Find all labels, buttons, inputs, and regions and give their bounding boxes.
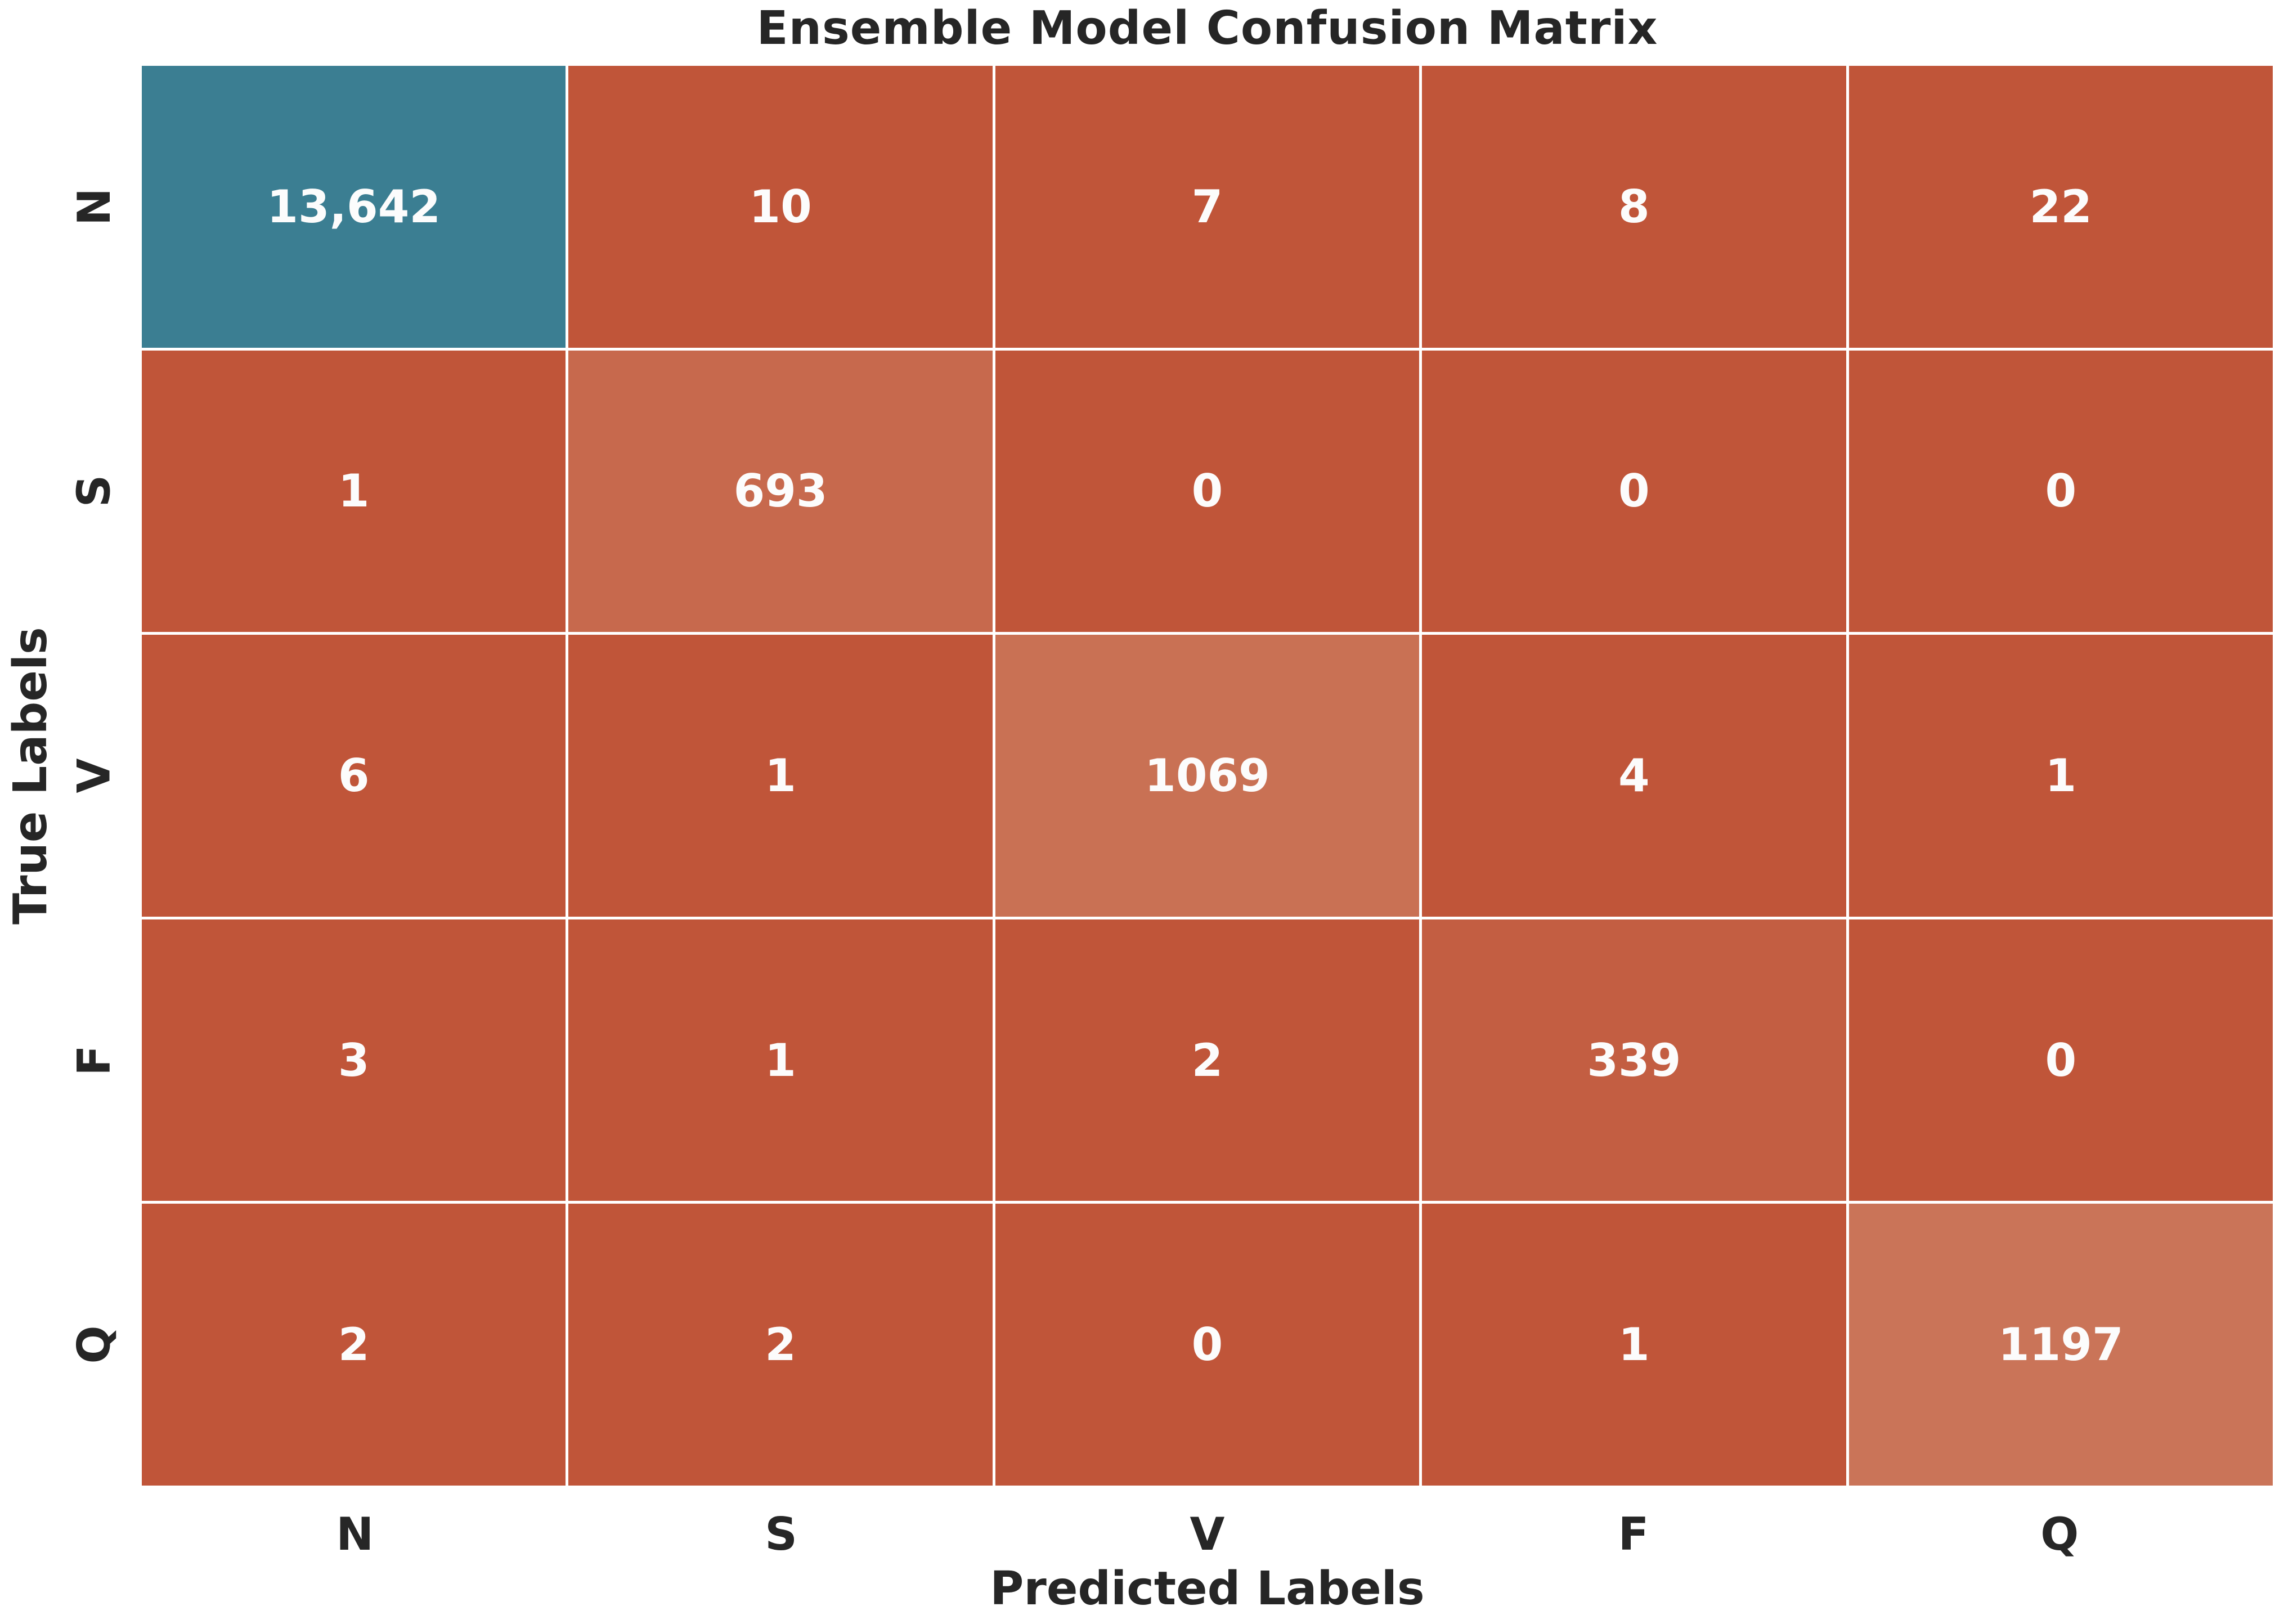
x-tick-label-N: N	[336, 1508, 374, 1560]
cell-value: 0	[2045, 1034, 2077, 1087]
y-tick-text: S	[68, 475, 120, 508]
y-tick-label-V: V	[61, 635, 127, 917]
cell-N-F: 8	[1422, 66, 1846, 348]
cell-Q-F: 1	[1422, 1204, 1846, 1486]
cell-value: 1	[765, 749, 796, 802]
cell-value: 1	[338, 465, 370, 518]
cell-value: 6	[338, 749, 370, 802]
cell-S-V: 0	[995, 350, 1420, 632]
chart-title: Ensemble Model Confusion Matrix	[756, 1, 1658, 55]
cell-N-Q: 22	[1848, 66, 2273, 348]
y-tick-label-F: F	[61, 919, 127, 1201]
cell-V-S: 1	[568, 635, 993, 917]
x-tick-label-S: S	[765, 1508, 797, 1560]
cell-value: 0	[2045, 465, 2077, 518]
cell-F-S: 1	[568, 919, 993, 1201]
y-axis-label: True Labels	[0, 66, 61, 1486]
cell-N-V: 7	[995, 66, 1420, 348]
y-tick-label-Q: Q	[61, 1204, 127, 1486]
cell-V-F: 4	[1422, 635, 1846, 917]
cell-N-N: 13,642	[142, 66, 566, 348]
cell-value: 1	[2045, 749, 2077, 802]
y-tick-label-N: N	[61, 66, 127, 348]
cell-Q-V: 0	[995, 1204, 1420, 1486]
y-tick-text: F	[68, 1044, 120, 1076]
x-tick-label-F: F	[1618, 1508, 1649, 1560]
x-axis-label-text: Predicted Labels	[990, 1562, 1425, 1616]
cell-value: 1	[1618, 1318, 1650, 1371]
cell-value: 1	[765, 1034, 796, 1087]
cell-F-Q: 0	[1848, 919, 2273, 1201]
cell-F-V: 2	[995, 919, 1420, 1201]
cell-value: 2	[338, 1318, 370, 1371]
cell-S-N: 1	[142, 350, 566, 632]
cell-V-Q: 1	[1848, 635, 2273, 917]
cell-Q-Q: 1197	[1848, 1204, 2273, 1486]
y-tick-label-S: S	[61, 351, 127, 632]
cell-Q-N: 2	[142, 1204, 566, 1486]
cell-value: 7	[1191, 180, 1223, 233]
cell-S-Q: 0	[1848, 350, 2273, 632]
cell-F-F: 339	[1422, 919, 1846, 1201]
y-tick-text: V	[68, 758, 120, 793]
cell-value: 22	[2029, 180, 2092, 233]
cell-value: 1197	[1998, 1318, 2124, 1371]
cell-S-F: 0	[1422, 350, 1846, 632]
cell-value: 339	[1587, 1034, 1681, 1087]
x-tick-label-Q: Q	[2040, 1508, 2079, 1560]
cell-value: 2	[1191, 1034, 1223, 1087]
y-axis-label-text: True Labels	[3, 627, 57, 925]
cell-value: 0	[1191, 465, 1223, 518]
y-tick-labels: N S V F Q	[61, 66, 127, 1486]
cell-V-V: 1069	[995, 635, 1420, 917]
cell-N-S: 10	[568, 66, 993, 348]
cell-S-S: 693	[568, 350, 993, 632]
cell-value: 3	[338, 1034, 370, 1087]
y-tick-text: Q	[68, 1325, 120, 1364]
cell-value: 0	[1191, 1318, 1223, 1371]
cell-value: 0	[1618, 465, 1650, 518]
cell-value: 4	[1618, 749, 1650, 802]
cell-value: 1069	[1145, 749, 1270, 802]
cell-value: 10	[749, 180, 812, 233]
cell-Q-S: 2	[568, 1204, 993, 1486]
cell-value: 693	[733, 465, 828, 518]
x-tick-label-V: V	[1190, 1508, 1225, 1560]
heatmap-grid: 13,642 10 7 8 22 1 693 0 0 0 6 1 1069 4 1 3 1 2 339 0 2 2 0 1 11…	[142, 66, 2273, 1486]
x-axis-label: Predicted Labels	[142, 1555, 2273, 1622]
cell-value: 2	[765, 1318, 796, 1371]
cell-V-N: 6	[142, 635, 566, 917]
cell-F-N: 3	[142, 919, 566, 1201]
cell-value: 13,642	[267, 180, 441, 233]
cell-value: 8	[1618, 180, 1650, 233]
y-tick-text: N	[68, 187, 120, 226]
